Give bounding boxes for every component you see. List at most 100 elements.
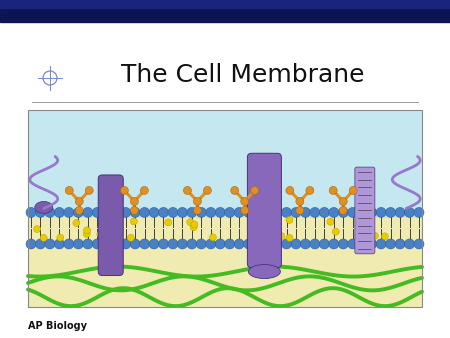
Circle shape xyxy=(111,208,121,217)
Circle shape xyxy=(310,208,320,217)
Circle shape xyxy=(104,218,111,225)
Circle shape xyxy=(64,239,74,249)
Circle shape xyxy=(234,239,244,249)
Circle shape xyxy=(405,239,414,249)
Circle shape xyxy=(85,187,93,194)
Circle shape xyxy=(241,207,249,214)
Circle shape xyxy=(149,239,159,249)
Circle shape xyxy=(73,219,80,226)
Circle shape xyxy=(357,239,367,249)
Circle shape xyxy=(381,233,388,240)
Circle shape xyxy=(310,239,320,249)
Circle shape xyxy=(187,239,197,249)
Circle shape xyxy=(194,207,202,214)
Circle shape xyxy=(75,207,83,214)
Circle shape xyxy=(253,208,263,217)
Circle shape xyxy=(291,239,301,249)
Circle shape xyxy=(130,207,139,214)
Circle shape xyxy=(395,208,405,217)
Circle shape xyxy=(215,239,225,249)
Circle shape xyxy=(263,239,273,249)
Circle shape xyxy=(278,233,285,240)
Circle shape xyxy=(149,208,159,217)
Circle shape xyxy=(386,239,396,249)
Circle shape xyxy=(73,208,83,217)
Bar xyxy=(0,0,450,22)
Circle shape xyxy=(97,231,104,238)
Circle shape xyxy=(140,239,149,249)
Circle shape xyxy=(339,207,347,214)
Circle shape xyxy=(168,208,178,217)
Ellipse shape xyxy=(35,201,53,213)
Circle shape xyxy=(348,239,358,249)
Circle shape xyxy=(196,208,207,217)
Circle shape xyxy=(286,234,293,241)
Circle shape xyxy=(206,208,216,217)
Circle shape xyxy=(349,187,357,194)
Circle shape xyxy=(296,197,304,206)
Bar xyxy=(28,110,422,307)
Circle shape xyxy=(92,239,102,249)
Circle shape xyxy=(272,208,282,217)
Circle shape xyxy=(203,187,212,194)
Circle shape xyxy=(102,239,112,249)
Circle shape xyxy=(225,208,235,217)
Circle shape xyxy=(215,208,225,217)
Circle shape xyxy=(320,239,329,249)
Circle shape xyxy=(83,208,93,217)
Circle shape xyxy=(327,218,334,225)
Circle shape xyxy=(54,239,64,249)
Circle shape xyxy=(83,239,93,249)
Circle shape xyxy=(376,208,386,217)
Circle shape xyxy=(414,208,424,217)
Circle shape xyxy=(263,208,273,217)
Circle shape xyxy=(165,219,172,226)
Circle shape xyxy=(231,187,238,194)
Circle shape xyxy=(187,208,197,217)
Circle shape xyxy=(102,208,112,217)
Bar xyxy=(28,110,422,218)
Circle shape xyxy=(194,197,202,206)
Circle shape xyxy=(306,187,314,194)
Circle shape xyxy=(301,208,310,217)
Circle shape xyxy=(234,208,244,217)
Circle shape xyxy=(73,239,83,249)
Circle shape xyxy=(34,225,40,233)
Circle shape xyxy=(177,208,187,217)
FancyBboxPatch shape xyxy=(248,153,281,268)
FancyBboxPatch shape xyxy=(355,167,375,254)
Ellipse shape xyxy=(248,265,280,279)
Circle shape xyxy=(36,208,45,217)
Circle shape xyxy=(282,208,292,217)
Circle shape xyxy=(253,239,263,249)
Bar xyxy=(28,218,422,307)
Circle shape xyxy=(206,239,216,249)
Circle shape xyxy=(57,234,64,241)
Circle shape xyxy=(286,187,294,194)
Circle shape xyxy=(130,239,140,249)
Circle shape xyxy=(65,187,73,194)
Circle shape xyxy=(184,187,191,194)
Circle shape xyxy=(395,239,405,249)
Circle shape xyxy=(191,221,198,228)
Circle shape xyxy=(291,208,301,217)
Circle shape xyxy=(286,216,293,223)
Circle shape xyxy=(339,197,347,206)
Circle shape xyxy=(45,208,55,217)
Circle shape xyxy=(272,239,282,249)
FancyBboxPatch shape xyxy=(98,175,123,275)
Circle shape xyxy=(26,239,36,249)
Bar xyxy=(0,0,450,8)
Circle shape xyxy=(40,234,47,241)
Circle shape xyxy=(338,208,348,217)
Circle shape xyxy=(75,197,83,206)
Circle shape xyxy=(130,197,139,206)
Circle shape xyxy=(140,208,149,217)
Circle shape xyxy=(296,207,304,214)
Circle shape xyxy=(64,208,74,217)
Circle shape xyxy=(127,234,134,241)
Circle shape xyxy=(371,233,378,239)
Circle shape xyxy=(282,239,292,249)
Circle shape xyxy=(405,208,414,217)
Circle shape xyxy=(386,208,396,217)
